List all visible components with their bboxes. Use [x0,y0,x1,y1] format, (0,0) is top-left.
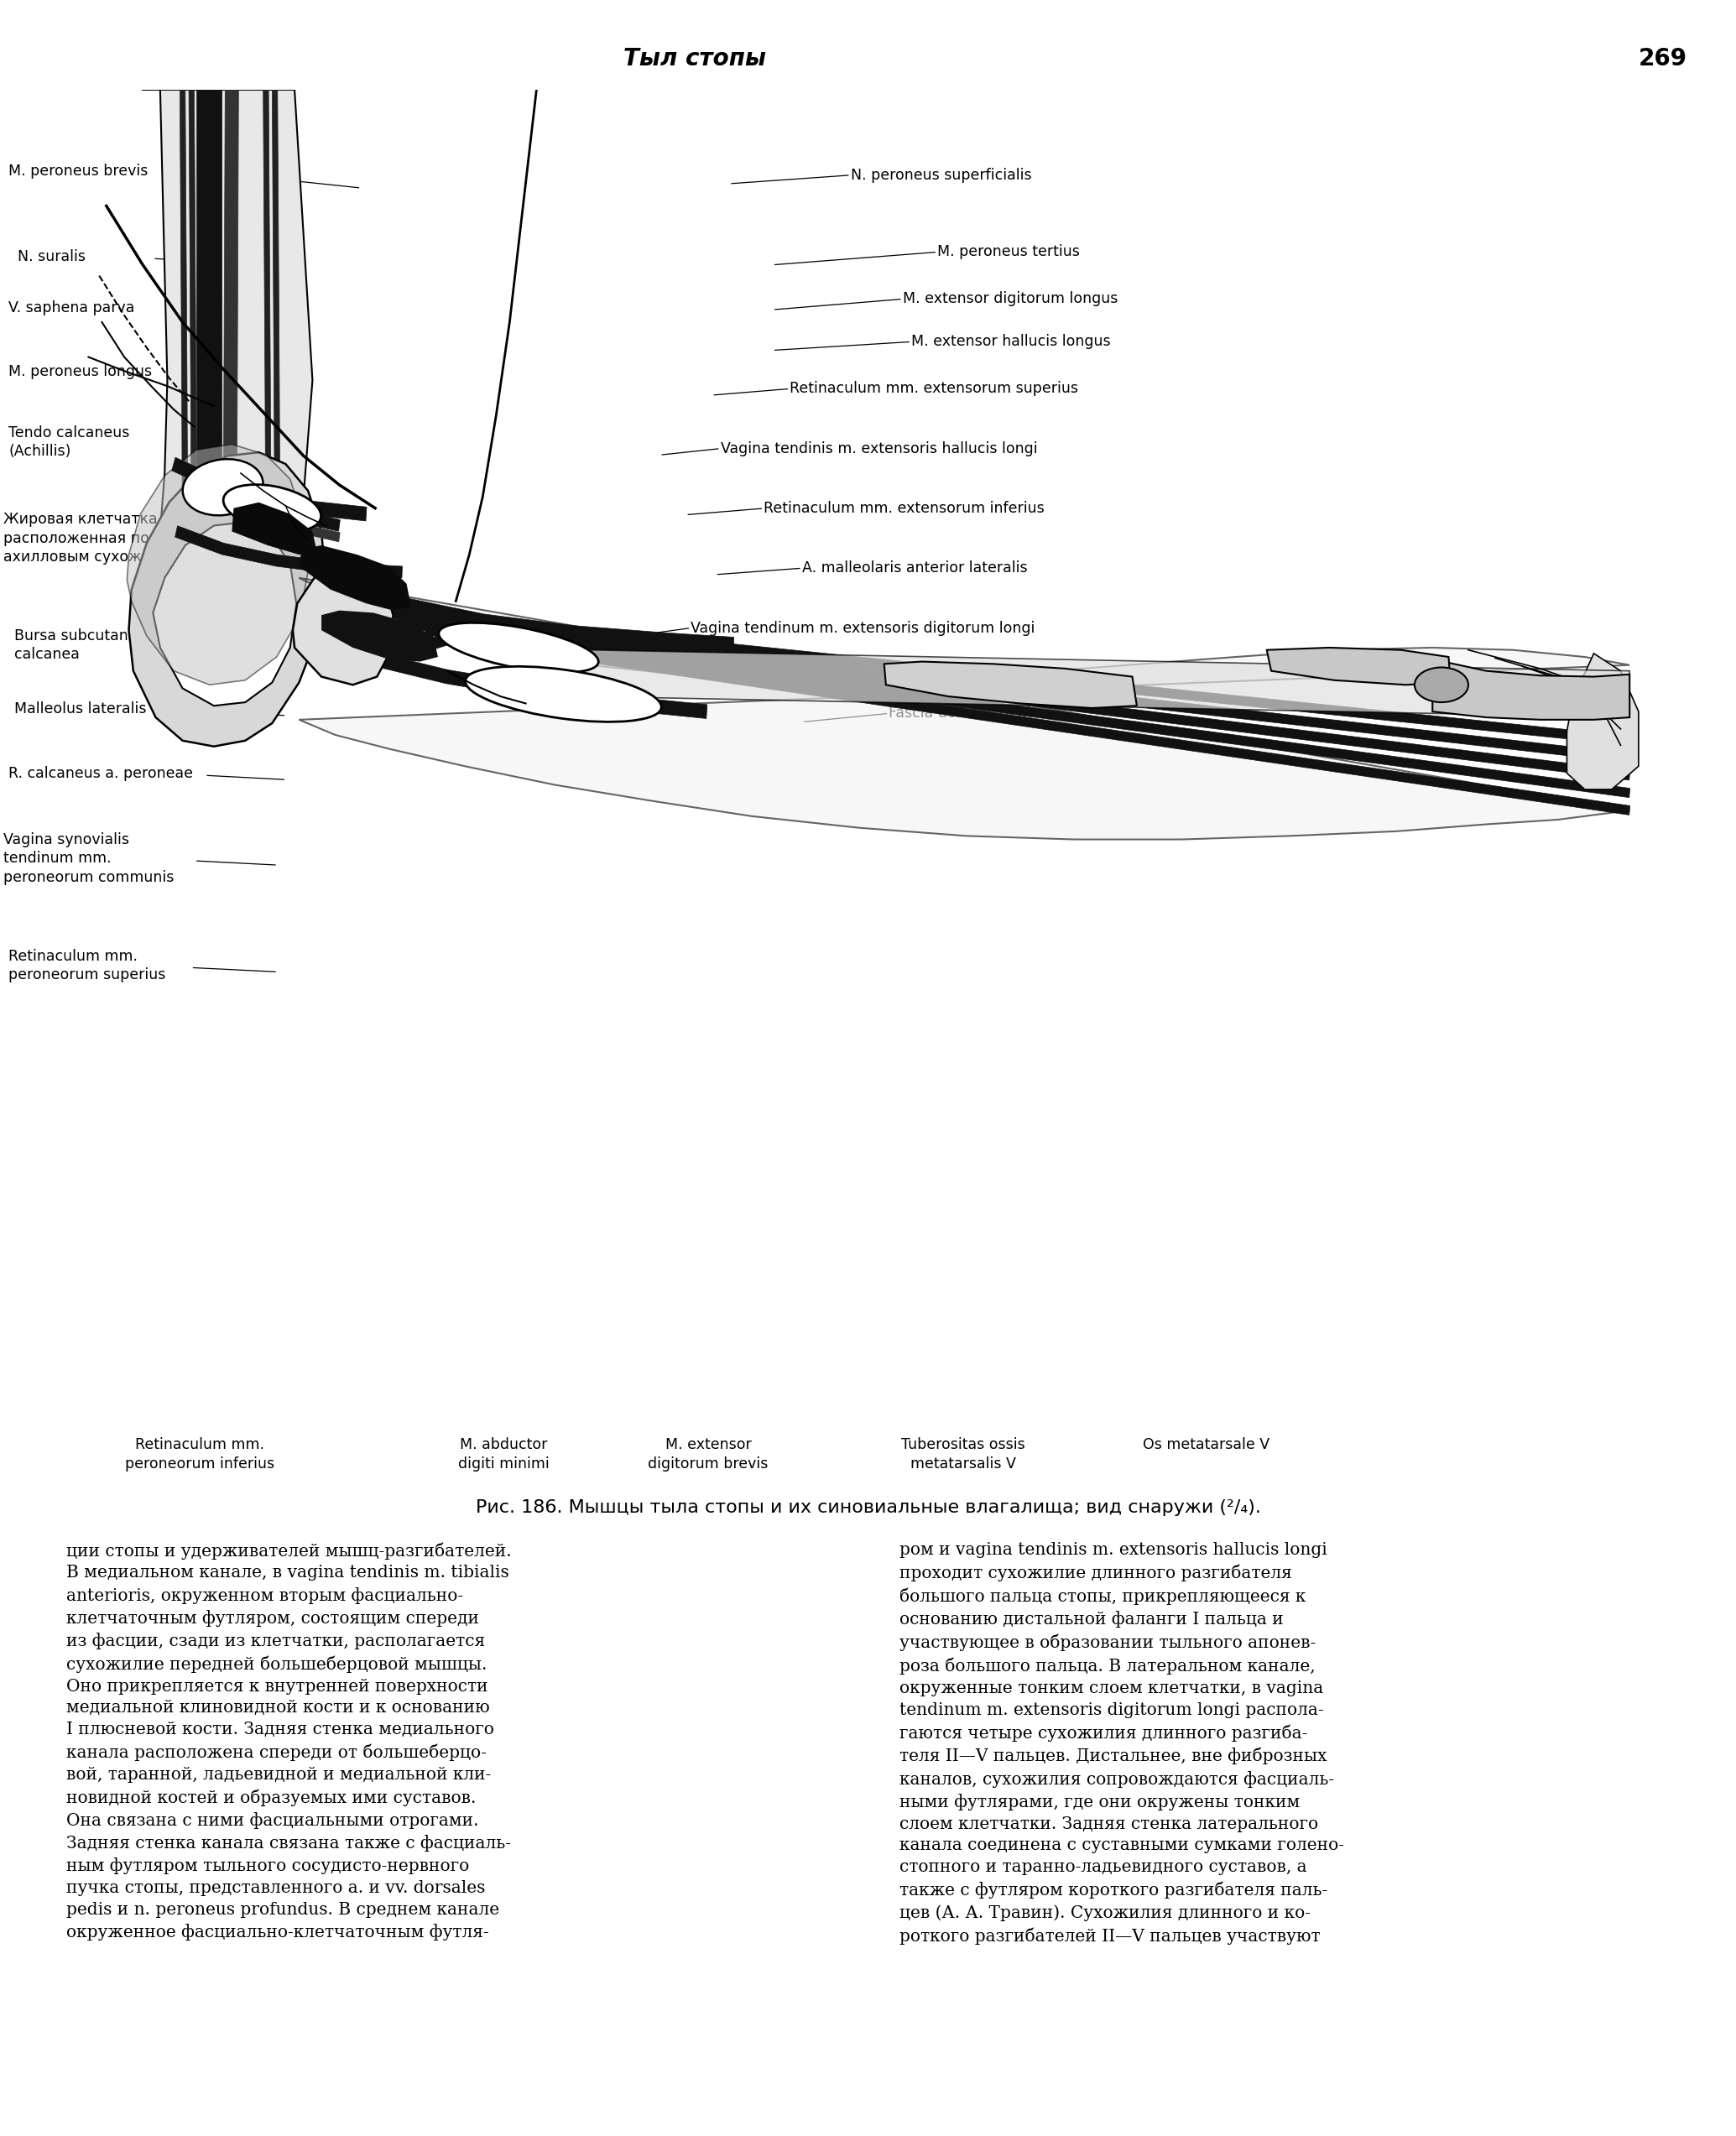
Polygon shape [884,662,1137,707]
Polygon shape [153,521,297,705]
Text: 269: 269 [1639,47,1687,70]
Text: Retinaculum mm. extensorum superius: Retinaculum mm. extensorum superius [790,380,1078,397]
Polygon shape [375,651,707,718]
Text: Tendo calcaneus
(Achillis): Tendo calcaneus (Achillis) [9,425,130,459]
Polygon shape [128,453,326,745]
Polygon shape [127,444,307,686]
Ellipse shape [224,485,321,532]
Polygon shape [321,611,437,662]
Text: Malleolus lateralis: Malleolus lateralis [14,701,146,718]
Text: M. extensor digitorum longus: M. extensor digitorum longus [903,290,1118,308]
Text: Tuberositas ossis
metatarsalis V: Tuberositas ossis metatarsalis V [901,1438,1026,1472]
Text: Vagina tendinis m. extensoris hallucis longi: Vagina tendinis m. extensoris hallucis l… [720,440,1038,457]
Text: N. peroneus superficialis: N. peroneus superficialis [851,167,1031,184]
Text: M. peroneus longus: M. peroneus longus [9,363,153,380]
Polygon shape [411,619,1630,780]
Text: Os metatarsale V: Os metatarsale V [1142,1438,1271,1452]
Polygon shape [175,525,403,579]
Ellipse shape [1415,666,1469,703]
Polygon shape [273,90,283,647]
Polygon shape [375,619,502,664]
Text: ции стопы и удерживателей мышц-разгибателей.
В медиальном канале, в vagina tendi: ции стопы и удерживателей мышц-разгибате… [66,1542,510,1942]
Polygon shape [248,481,340,532]
Text: Жировая клетчатка,
расположенная под
ахилловым сухожилием: Жировая клетчатка, расположенная под ахи… [3,513,191,564]
Text: Retinaculum mm.
peroneorum superius: Retinaculum mm. peroneorum superius [9,948,167,983]
Polygon shape [181,90,187,647]
Text: M. extensor hallucis longus: M. extensor hallucis longus [911,333,1111,350]
Polygon shape [384,609,1630,745]
Polygon shape [189,90,196,647]
Polygon shape [248,496,340,543]
Polygon shape [142,90,312,735]
Polygon shape [233,502,318,555]
Polygon shape [1267,647,1450,686]
Polygon shape [1568,654,1639,790]
Text: M. abductor
digiti minimi: M. abductor digiti minimi [458,1438,549,1472]
Text: Bursa subcutanea
calcanea: Bursa subcutanea calcanea [14,628,146,662]
Polygon shape [392,596,734,654]
Polygon shape [425,626,1630,797]
Text: N. suralis: N. suralis [17,248,85,265]
Text: Тыл стопы: Тыл стопы [623,47,766,70]
Polygon shape [573,649,1630,718]
Polygon shape [264,90,273,647]
Text: Vagina synovialis
tendinum mm.
peroneorum communis: Vagina synovialis tendinum mm. peroneoru… [3,833,174,884]
Ellipse shape [465,666,661,722]
Polygon shape [299,545,411,611]
Text: M. peroneus brevis: M. peroneus brevis [9,162,148,179]
Polygon shape [398,613,1630,763]
Polygon shape [299,579,1630,839]
Text: Рис. 186. Мышцы тыла стопы и их синовиальные влагалища; вид снаружи (²/₄).: Рис. 186. Мышцы тыла стопы и их синовиал… [476,1499,1260,1517]
Text: Retinaculum mm.
peroneorum inferius: Retinaculum mm. peroneorum inferius [125,1438,274,1472]
Text: Retinaculum mm. extensorum inferius: Retinaculum mm. extensorum inferius [764,500,1045,517]
Text: M. extensor
digitorum brevis: M. extensor digitorum brevis [648,1438,769,1472]
Polygon shape [172,457,366,521]
Ellipse shape [439,624,599,673]
Polygon shape [293,562,392,686]
Text: V. saphena parva: V. saphena parva [9,299,135,316]
Text: Vagina tendinum m. extensoris digitorum longi: Vagina tendinum m. extensoris digitorum … [691,619,1035,637]
Text: M. peroneus tertius: M. peroneus tertius [937,244,1080,261]
Text: ром и vagina tendinis m. extensoris hallucis longi
проходит сухожилие длинного р: ром и vagina tendinis m. extensoris hall… [899,1542,1344,1944]
Polygon shape [437,634,599,660]
Polygon shape [196,90,248,718]
Polygon shape [439,632,1630,816]
Ellipse shape [182,459,264,515]
Text: A. malleolaris anterior lateralis: A. malleolaris anterior lateralis [802,560,1028,577]
Text: Fascia dorsalis pedis: Fascia dorsalis pedis [889,705,1040,722]
Polygon shape [1432,660,1630,720]
Polygon shape [224,90,262,724]
Text: R. calcaneus a. peroneae: R. calcaneus a. peroneae [9,765,193,782]
